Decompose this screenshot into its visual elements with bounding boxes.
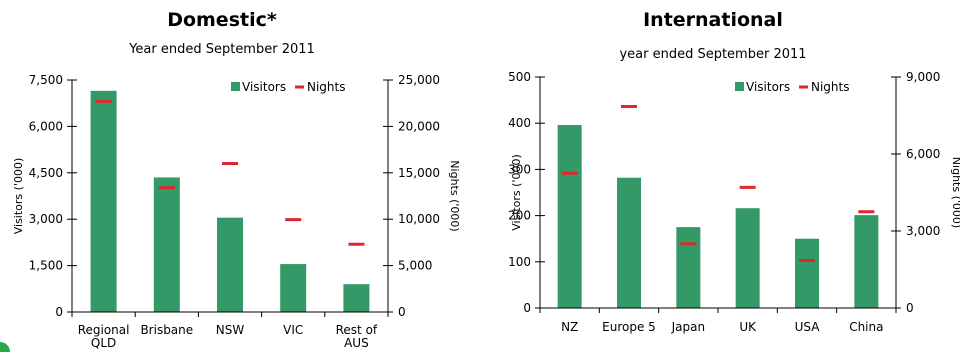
legend-swatch-visitors: [231, 82, 240, 91]
y-tick-label-left: 500: [508, 70, 531, 84]
bar-visitors: [90, 90, 117, 313]
y-tick-label-left: 1,500: [29, 259, 63, 273]
y-tick-label-right: 9,000: [906, 70, 940, 84]
x-tick-label: Regional: [78, 323, 130, 337]
y-tick-label-left: 6,000: [29, 119, 63, 133]
x-tick-label: UK: [739, 320, 757, 334]
bar-visitors: [343, 284, 370, 312]
chart-title: Domestic*: [167, 9, 277, 31]
bar-visitors: [557, 125, 582, 308]
y-tick-label-right: 3,000: [906, 224, 940, 238]
bar-visitors: [153, 177, 180, 312]
bar-visitors: [217, 217, 243, 312]
bar-visitors: [735, 208, 760, 308]
y-tick-label-left: 300: [508, 162, 531, 176]
y-tick-label-left: 400: [508, 116, 531, 130]
x-tick-label: Rest of: [336, 323, 378, 337]
x-tick-label: Europe 5: [602, 320, 656, 334]
y-axis-title-left: Visitors ('000): [12, 158, 25, 235]
chart-subtitle: year ended September 2011: [619, 47, 806, 62]
bar-visitors: [676, 227, 701, 308]
legend-label-nights: Nights: [811, 80, 850, 94]
x-tick-label: Brisbane: [140, 323, 193, 337]
y-tick-label-left: 4,500: [29, 166, 63, 180]
y-tick-label-right: 5,000: [398, 259, 432, 273]
y-tick-label-left: 0: [523, 301, 531, 315]
edge-accent-shape: [0, 342, 10, 352]
x-tick-label: AUS: [344, 336, 369, 350]
legend-swatch-visitors: [735, 82, 744, 91]
y-tick-label-right: 0: [398, 305, 406, 319]
y-axis-title-right: Nights ('000): [448, 160, 461, 231]
legend-label-visitors: Visitors: [746, 80, 790, 94]
y-tick-label-right: 15,000: [398, 166, 440, 180]
y-tick-label-left: 3,000: [29, 212, 63, 226]
x-tick-label: Japan: [671, 320, 705, 334]
x-tick-label: QLD: [91, 336, 116, 350]
chart-title: International: [643, 9, 783, 31]
chart-subtitle: Year ended September 2011: [128, 42, 315, 57]
y-tick-label-left: 200: [508, 209, 531, 223]
y-tick-label-left: 100: [508, 255, 531, 269]
legend-label-nights: Nights: [307, 80, 346, 94]
y-tick-label-left: 7,500: [29, 73, 63, 87]
x-tick-label: China: [849, 320, 883, 334]
y-tick-label-right: 25,000: [398, 73, 440, 87]
bar-visitors: [617, 177, 641, 308]
y-tick-label-left: 0: [55, 305, 63, 319]
y-tick-label-right: 0: [906, 301, 914, 315]
bar-visitors: [280, 264, 307, 312]
y-axis-title-right: Nights ('000): [950, 157, 960, 228]
x-tick-label: VIC: [283, 323, 303, 337]
x-tick-label: NSW: [216, 323, 245, 337]
legend-label-visitors: Visitors: [242, 80, 286, 94]
bar-visitors: [854, 215, 879, 308]
x-tick-label: NZ: [561, 320, 578, 334]
x-tick-label: USA: [795, 320, 821, 334]
y-tick-label-right: 20,000: [398, 119, 440, 133]
y-axis-title-left: Visitors ('000): [510, 154, 523, 231]
y-tick-label-right: 10,000: [398, 212, 440, 226]
y-tick-label-right: 6,000: [906, 147, 940, 161]
bar-visitors: [795, 238, 819, 308]
